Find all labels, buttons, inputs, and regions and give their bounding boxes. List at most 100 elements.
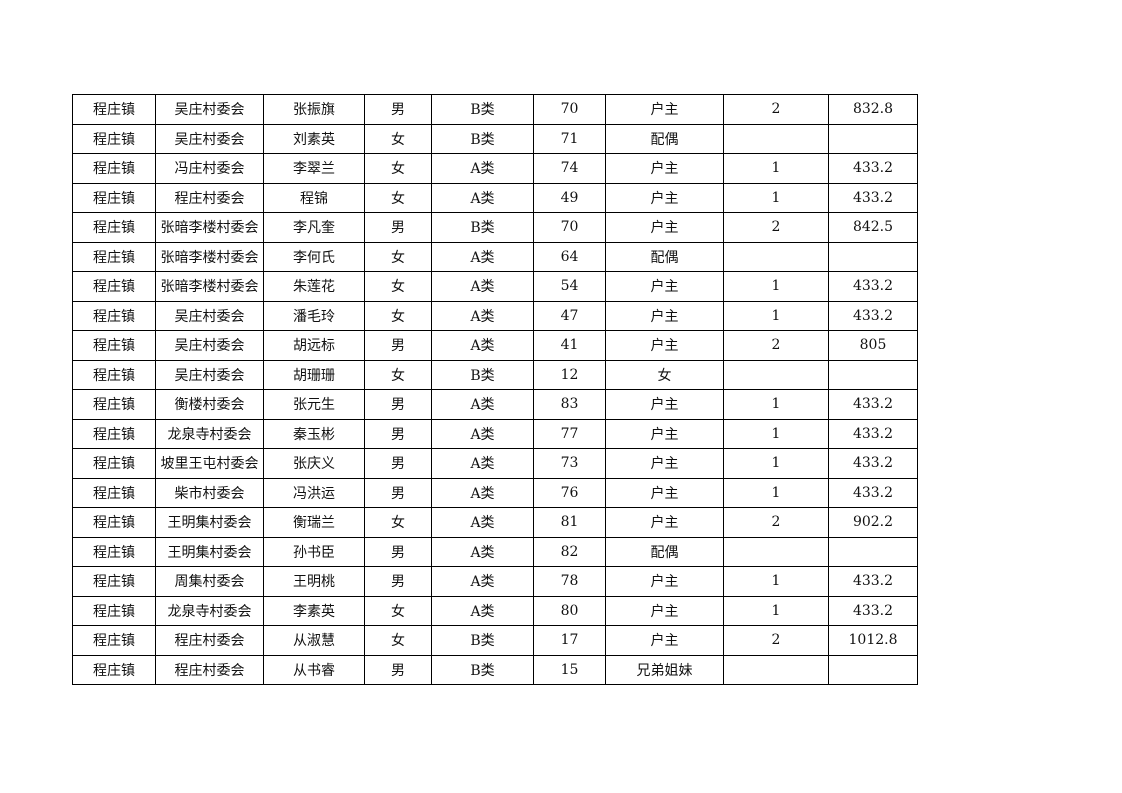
table-row: 程庄镇 龙泉寺村委会 秦玉彬男 A类 77 户主 1 433.2 [72,418,918,449]
cell-name: 冯洪运 [263,477,365,508]
cell-age: 82 [533,536,606,567]
cell-name: 张元生 [263,389,365,420]
cell-town: 程庄镇 [72,153,156,184]
cell-household-size: 2 [723,507,829,538]
cell-town: 程庄镇 [72,389,156,420]
cell-age: 15 [533,654,606,685]
cell-relation: 配偶 [605,123,724,154]
cell-category: B类 [431,625,534,656]
cell-age: 70 [533,212,606,243]
cell-category: B类 [431,359,534,390]
cell-household-size: 1 [723,448,829,479]
cell-amount: 433.2 [828,566,918,597]
cell-category: A类 [431,182,534,213]
cell-name: 朱莲花 [263,271,365,302]
cell-name: 张庆义 [263,448,365,479]
cell-name: 李素英 [263,595,365,626]
cell-town: 程庄镇 [72,330,156,361]
cell-name: 王明桃 [263,566,365,597]
cell-name: 孙书臣 [263,536,365,567]
cell-name: 刘素英 [263,123,365,154]
cell-town: 程庄镇 [72,507,156,538]
cell-amount [828,241,918,272]
cell-amount: 433.2 [828,182,918,213]
cell-gender: 女 [364,625,432,656]
cell-village-committee: 程庄村委会 [155,654,264,685]
cell-category: A类 [431,389,534,420]
data-table: 程庄镇 吴庄村委会 张振旗男 B类 70 户主 2 832.8 程庄镇 吴庄村委会 刘素英女 B类 71… [72,94,918,685]
cell-household-size: 1 [723,182,829,213]
table-body: 程庄镇 吴庄村委会 张振旗男 B类 70 户主 2 832.8 程庄镇 吴庄村委会 刘素英女 B类 71… [72,94,918,685]
cell-amount: 1012.8 [828,625,918,656]
cell-town: 程庄镇 [72,123,156,154]
table-row: 程庄镇 王明集村委会 孙书臣男 A类 82 配偶 [72,536,918,567]
cell-village-committee: 柴市村委会 [155,477,264,508]
cell-category: B类 [431,94,534,125]
cell-relation: 户主 [605,507,724,538]
cell-name: 从淑慧 [263,625,365,656]
cell-category: A类 [431,566,534,597]
cell-gender: 男 [364,477,432,508]
cell-amount: 805 [828,330,918,361]
cell-village-committee: 程庄村委会 [155,182,264,213]
cell-town: 程庄镇 [72,566,156,597]
cell-relation: 户主 [605,271,724,302]
cell-name: 李凡奎 [263,212,365,243]
cell-town: 程庄镇 [72,536,156,567]
cell-amount: 433.2 [828,595,918,626]
cell-household-size: 1 [723,418,829,449]
cell-town: 程庄镇 [72,182,156,213]
cell-category: A类 [431,418,534,449]
cell-category: A类 [431,330,534,361]
table-row: 程庄镇 吴庄村委会 刘素英女 B类 71 配偶 [72,123,918,154]
cell-village-committee: 王明集村委会 [155,536,264,567]
cell-age: 41 [533,330,606,361]
cell-age: 80 [533,595,606,626]
cell-amount: 902.2 [828,507,918,538]
table-row: 程庄镇 冯庄村委会 李翠兰女 A类 74 户主 1 433.2 [72,153,918,184]
cell-gender: 女 [364,182,432,213]
cell-age: 17 [533,625,606,656]
cell-town: 程庄镇 [72,448,156,479]
cell-town: 程庄镇 [72,271,156,302]
cell-household-size: 1 [723,389,829,420]
cell-household-size: 1 [723,566,829,597]
cell-amount: 433.2 [828,271,918,302]
cell-relation: 户主 [605,94,724,125]
cell-relation: 户主 [605,566,724,597]
table-row: 程庄镇 张暗李楼村委会 李何氏女 A类 64 配偶 [72,241,918,272]
cell-category: A类 [431,241,534,272]
cell-category: A类 [431,507,534,538]
cell-household-size: 1 [723,595,829,626]
cell-age: 73 [533,448,606,479]
cell-category: A类 [431,300,534,331]
table-row: 程庄镇 吴庄村委会 胡珊珊女 B类 12 女 [72,359,918,390]
table-row: 程庄镇 张暗李楼村委会 李凡奎男 B类 70 户主 2 842.5 [72,212,918,243]
cell-name: 衡瑞兰 [263,507,365,538]
table-row: 程庄镇 坡里王屯村委会 张庆义男 A类 73 户主 1 433.2 [72,448,918,479]
cell-village-committee: 张暗李楼村委会 [155,271,264,302]
cell-gender: 女 [364,153,432,184]
cell-name: 潘毛玲 [263,300,365,331]
table-row: 程庄镇 吴庄村委会 潘毛玲女 A类 47 户主 1 433.2 [72,300,918,331]
cell-category: B类 [431,123,534,154]
cell-town: 程庄镇 [72,359,156,390]
cell-village-committee: 吴庄村委会 [155,94,264,125]
cell-name: 秦玉彬 [263,418,365,449]
cell-gender: 男 [364,566,432,597]
cell-village-committee: 程庄村委会 [155,625,264,656]
cell-household-size: 1 [723,300,829,331]
cell-relation: 配偶 [605,536,724,567]
cell-age: 54 [533,271,606,302]
table-row: 程庄镇 张暗李楼村委会 朱莲花女 A类 54 户主 1 433.2 [72,271,918,302]
cell-name: 胡远标 [263,330,365,361]
cell-village-committee: 坡里王屯村委会 [155,448,264,479]
cell-household-size: 2 [723,94,829,125]
cell-gender: 女 [364,123,432,154]
cell-amount: 433.2 [828,477,918,508]
cell-gender: 男 [364,654,432,685]
cell-village-committee: 王明集村委会 [155,507,264,538]
cell-amount [828,123,918,154]
cell-village-committee: 张暗李楼村委会 [155,241,264,272]
cell-relation: 户主 [605,153,724,184]
